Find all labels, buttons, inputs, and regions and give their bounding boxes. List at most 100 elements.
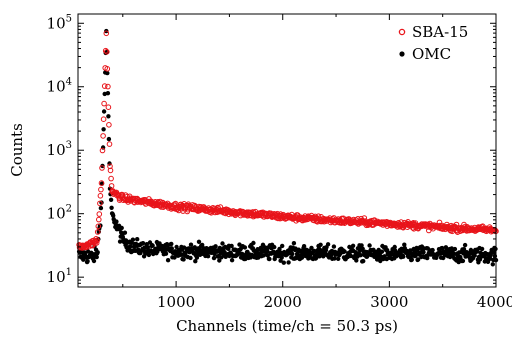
data-point bbox=[163, 251, 169, 256]
data-point bbox=[102, 47, 109, 54]
data-point bbox=[440, 245, 445, 251]
data-point bbox=[181, 257, 186, 262]
data-point bbox=[108, 183, 115, 189]
data-point bbox=[119, 225, 124, 231]
data-point bbox=[265, 249, 270, 254]
legend-marker-sba15 bbox=[398, 28, 406, 36]
data-layer bbox=[76, 28, 499, 267]
data-point bbox=[130, 237, 136, 242]
data-point bbox=[105, 83, 111, 90]
y-tick-label: 103 bbox=[47, 140, 72, 159]
data-point bbox=[135, 237, 140, 242]
data-point bbox=[117, 239, 123, 244]
y-tick-label: 104 bbox=[47, 77, 72, 96]
legend-label-sba15: SBA-15 bbox=[412, 23, 468, 41]
data-point bbox=[101, 109, 107, 114]
data-point bbox=[169, 246, 174, 251]
data-point bbox=[367, 243, 372, 248]
data-point bbox=[98, 180, 105, 186]
data-point bbox=[100, 116, 107, 122]
data-point bbox=[194, 255, 200, 260]
data-point bbox=[91, 258, 97, 264]
data-point bbox=[325, 242, 331, 247]
data-point bbox=[196, 239, 202, 244]
data-point bbox=[472, 253, 477, 258]
data-point bbox=[98, 205, 104, 211]
data-point bbox=[193, 259, 198, 264]
data-point bbox=[350, 243, 356, 248]
data-point bbox=[290, 251, 295, 257]
data-point bbox=[150, 243, 155, 248]
data-point bbox=[280, 243, 285, 249]
data-point bbox=[205, 254, 211, 259]
data-point bbox=[114, 219, 119, 224]
x-tick-label: 3000 bbox=[370, 293, 408, 311]
data-point bbox=[279, 255, 284, 260]
data-point bbox=[401, 254, 406, 259]
x-tick-label: 1000 bbox=[157, 293, 195, 311]
y-axis-title: Counts bbox=[8, 123, 26, 177]
data-point bbox=[220, 241, 225, 246]
data-point bbox=[392, 244, 397, 250]
data-point bbox=[354, 258, 359, 263]
data-point bbox=[174, 244, 179, 250]
data-point bbox=[95, 223, 102, 230]
data-point bbox=[309, 245, 314, 251]
data-point bbox=[379, 249, 385, 254]
data-point bbox=[277, 246, 282, 252]
data-point bbox=[213, 244, 218, 249]
data-point bbox=[106, 114, 111, 119]
data-point bbox=[111, 213, 116, 218]
data-point bbox=[108, 197, 114, 202]
data-point bbox=[106, 122, 112, 128]
data-point bbox=[211, 255, 217, 261]
data-point bbox=[359, 243, 364, 248]
y-tick-label: 102 bbox=[47, 204, 72, 223]
data-point bbox=[105, 91, 111, 96]
data-point bbox=[188, 255, 193, 261]
series-omc bbox=[76, 28, 499, 267]
data-point bbox=[286, 260, 291, 265]
data-point bbox=[94, 254, 99, 260]
data-point bbox=[361, 258, 366, 264]
data-point bbox=[97, 200, 103, 207]
data-point bbox=[100, 133, 106, 139]
data-point bbox=[169, 241, 174, 247]
data-point bbox=[142, 245, 147, 250]
data-point bbox=[460, 258, 466, 264]
x-axis-title: Channels (time/ch = 50.3 ps) bbox=[176, 317, 398, 335]
data-point bbox=[332, 256, 337, 261]
data-point bbox=[109, 205, 114, 210]
data-point bbox=[94, 229, 101, 235]
data-point bbox=[103, 30, 110, 37]
data-point bbox=[416, 257, 421, 262]
data-point bbox=[291, 241, 297, 246]
data-point bbox=[97, 193, 104, 199]
data-point bbox=[398, 219, 404, 225]
data-point bbox=[99, 147, 106, 154]
data-point bbox=[360, 246, 365, 251]
data-point bbox=[281, 260, 286, 265]
data-point bbox=[461, 247, 467, 252]
data-point bbox=[299, 255, 305, 260]
data-point bbox=[104, 66, 111, 72]
data-point bbox=[96, 211, 103, 217]
data-point bbox=[331, 244, 337, 249]
data-point bbox=[229, 243, 234, 249]
data-point bbox=[105, 70, 110, 76]
series-sba-15 bbox=[76, 30, 499, 251]
data-point bbox=[122, 230, 128, 235]
y-tick-label: 105 bbox=[47, 13, 72, 32]
data-point bbox=[107, 167, 114, 174]
data-point bbox=[242, 245, 248, 250]
data-point bbox=[490, 262, 495, 267]
data-point bbox=[315, 213, 322, 219]
data-point bbox=[452, 246, 458, 252]
data-point bbox=[95, 250, 100, 255]
data-point bbox=[146, 252, 152, 258]
data-point bbox=[98, 186, 104, 193]
data-point bbox=[104, 49, 110, 55]
data-point bbox=[106, 136, 112, 142]
data-point bbox=[272, 244, 277, 250]
